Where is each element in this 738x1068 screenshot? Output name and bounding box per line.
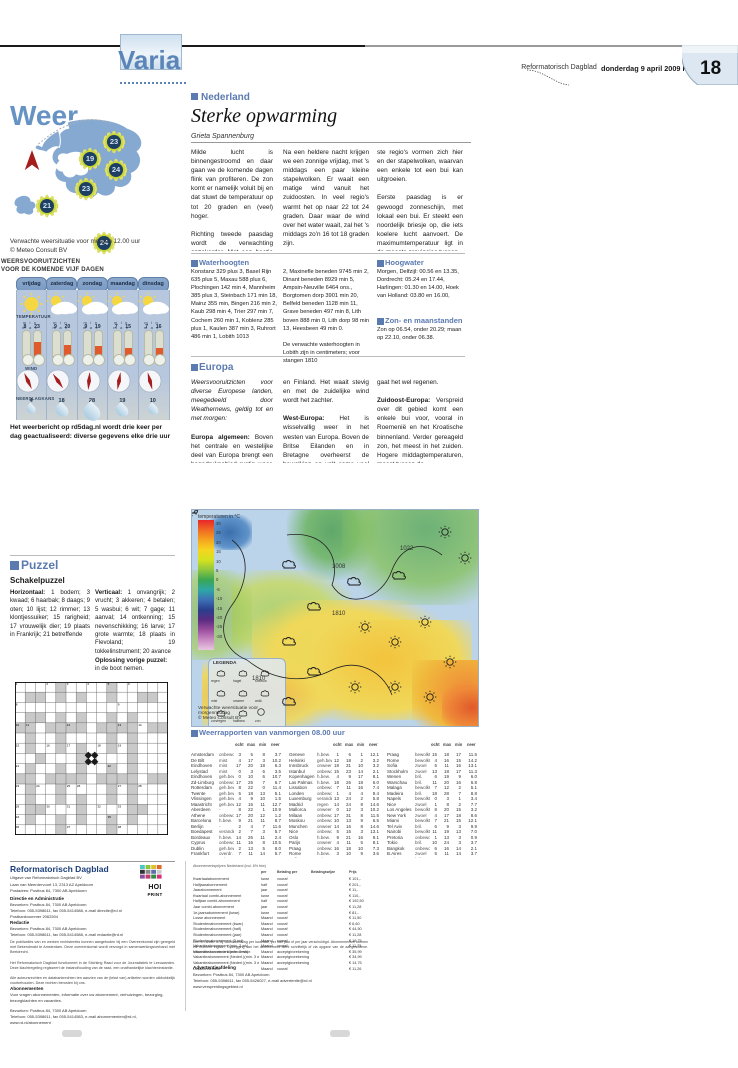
svg-text:34: 34 [16,815,20,819]
svg-text:31: 31 [67,805,71,809]
svg-text:16: 16 [46,743,50,747]
svg-text:29: 29 [16,805,20,809]
svg-text:18: 18 [97,743,101,747]
svg-text:33: 33 [118,805,122,809]
svg-text:17: 17 [67,743,71,747]
svg-text:32: 32 [97,805,101,809]
svg-text:11: 11 [26,723,29,727]
svg-text:10: 10 [16,723,20,727]
svg-text:30: 30 [46,805,50,809]
svg-text:24: 24 [36,784,40,788]
svg-text:21: 21 [16,764,20,768]
svg-text:13: 13 [118,723,122,727]
svg-text:37: 37 [67,825,71,829]
svg-text:35: 35 [108,815,112,819]
svg-text:36: 36 [16,825,20,829]
svg-text:27: 27 [118,784,122,788]
svg-text:28: 28 [138,784,142,788]
svg-text:19: 19 [118,743,122,747]
svg-text:14: 14 [138,723,142,727]
svg-text:12: 12 [67,723,71,727]
svg-text:26: 26 [77,784,81,788]
svg-text:25: 25 [67,784,71,788]
svg-text:15: 15 [16,743,20,747]
svg-text:22: 22 [108,764,112,768]
svg-text:38: 38 [118,825,122,829]
svg-text:23: 23 [16,784,20,788]
